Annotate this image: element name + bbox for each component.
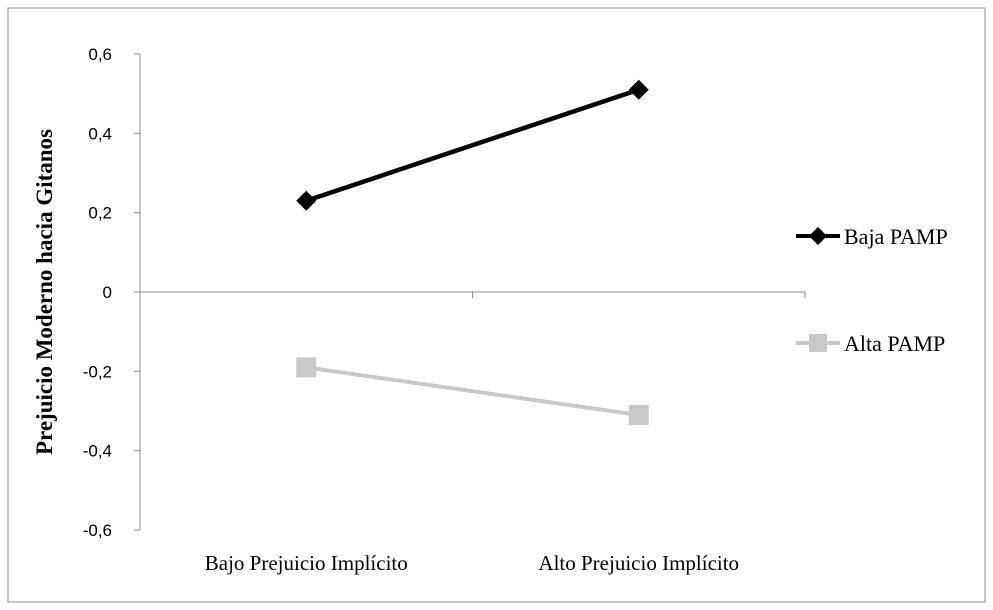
series-line bbox=[305, 87, 640, 203]
data-point bbox=[628, 79, 649, 100]
y-tick-label: 0 bbox=[103, 283, 112, 302]
y-tick-label: 0,2 bbox=[88, 204, 112, 223]
x-category-label: Bajo Prejuicio Implícito bbox=[205, 551, 408, 575]
y-ticks: 0,6 0,4 0,2 0 -0,2 -0,4 -0,6 bbox=[83, 45, 140, 540]
y-tick-label: -0,2 bbox=[83, 362, 112, 381]
data-point bbox=[296, 357, 317, 378]
x-ticks: Bajo Prejuicio Implícito Alto Prejuicio I… bbox=[139, 292, 806, 575]
legend-marker bbox=[809, 334, 827, 352]
chart-border bbox=[7, 7, 986, 603]
legend-label: Alta PAMP bbox=[844, 331, 945, 356]
series-layer bbox=[296, 79, 649, 425]
y-axis-label: Prejuicio Moderno hacia Gitanos bbox=[32, 129, 57, 455]
data-point bbox=[628, 404, 649, 425]
data-point bbox=[296, 190, 317, 211]
y-tick-label: -0,6 bbox=[83, 521, 112, 540]
legend-label: Baja PAMP bbox=[844, 224, 948, 249]
y-tick-label: 0,6 bbox=[88, 45, 112, 64]
legend: Baja PAMP Alta PAMP bbox=[796, 224, 948, 356]
x-category-label: Alto Prejuicio Implícito bbox=[538, 551, 739, 575]
y-tick-label: -0,4 bbox=[83, 442, 112, 461]
series-line bbox=[305, 365, 640, 417]
y-tick-label: 0,4 bbox=[88, 124, 112, 143]
legend-marker bbox=[809, 227, 827, 245]
